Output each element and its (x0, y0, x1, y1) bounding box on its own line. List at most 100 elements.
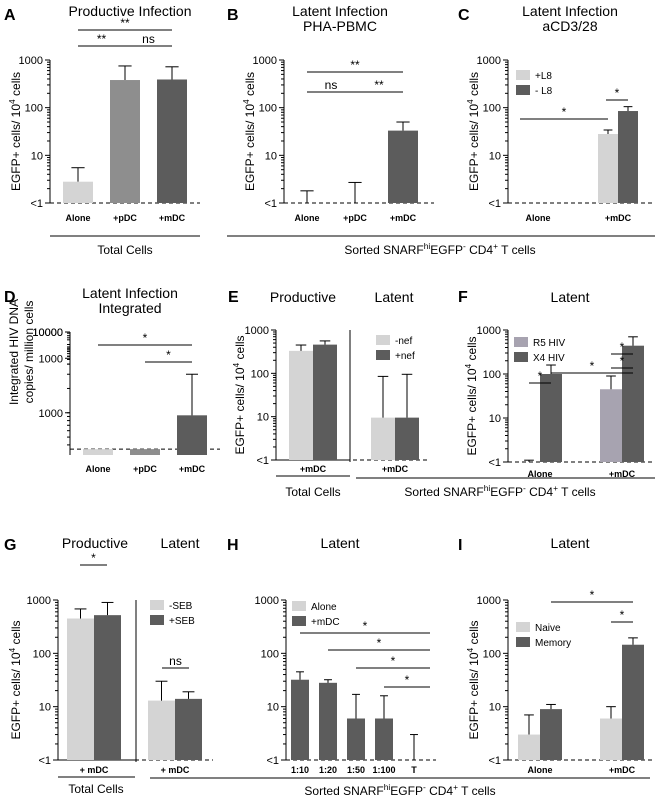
y-tick-label: 100 (483, 369, 501, 381)
legend-swatch (514, 337, 528, 347)
bar (130, 449, 160, 455)
y-axis-label-part: EGFP+ cells/ 10 (233, 367, 247, 454)
significance-label: * (143, 331, 148, 345)
y-axis-label-part: cells (465, 336, 479, 363)
y-axis-label-sup: 4 (241, 99, 251, 104)
x-tick-label: +pDC (133, 464, 157, 474)
x-tick-label: 1:100 (372, 765, 395, 775)
y-axis-label-sup: 4 (7, 647, 17, 652)
y-axis-label: Integrated HIV DNA (7, 299, 21, 405)
chart-title: Latent Infection (522, 3, 618, 19)
bar (67, 618, 94, 760)
legend-label: Naive (535, 623, 561, 634)
bar (157, 79, 187, 203)
significance-label: * (620, 354, 625, 368)
y-axis-label-part: cells (233, 335, 247, 362)
y-axis-label-part: cells (9, 72, 23, 99)
y-tick-label: 1000 (39, 353, 63, 365)
y-tick-label: 100 (25, 103, 43, 115)
group-label-part: Sorted SNARF (404, 485, 483, 499)
group-label-part: EGFP (430, 243, 463, 257)
y-tick-label: 100 (483, 103, 501, 115)
x-tick-label: 1:50 (347, 765, 365, 775)
legend-label: X4 HIV (533, 353, 565, 364)
x-tick-label: T (411, 765, 417, 775)
legend-label: +L8 (535, 71, 552, 82)
y-axis-label-part: EGFP+ cells/ 10 (9, 104, 23, 191)
legend-swatch (150, 600, 164, 610)
group-label-part: EGFP (390, 784, 423, 798)
y-axis-label-part: cells (467, 72, 481, 99)
significance-label: * (405, 673, 410, 687)
group-label-part: CD4 (466, 243, 494, 257)
y-axis-label: EGFP+ cells/ 104 cells (463, 336, 479, 455)
legend-label: -nef (395, 336, 412, 347)
significance-label: ** (97, 32, 107, 46)
x-tick-label: +mDC (390, 213, 417, 223)
significance-label: ** (120, 16, 130, 30)
x-tick-label: +mDC (609, 469, 636, 479)
bar (540, 374, 562, 462)
bar (313, 344, 337, 460)
y-axis-label-part: EGFP+ cells/ 10 (9, 652, 23, 739)
panel-letter: F (458, 289, 468, 306)
y-tick-label: 10 (489, 702, 501, 714)
x-tick-label: Alone (65, 213, 90, 223)
y-axis-label-part: cells (243, 72, 257, 99)
legend-label: +SEB (169, 616, 195, 627)
bar (518, 734, 540, 760)
y-axis-label-sup: 4 (463, 363, 473, 368)
x-tick-label: Alone (527, 469, 552, 479)
y-tick-label: 10 (489, 150, 501, 162)
y-axis-label-sup: 4 (231, 362, 241, 367)
group-label-sup: + (453, 782, 458, 792)
bar (63, 181, 93, 203)
chart-title: Integrated (98, 300, 161, 316)
x-tick-label: +mDC (159, 213, 186, 223)
y-tick-label: 100 (261, 648, 279, 660)
significance-label: ns (169, 654, 182, 668)
y-tick-label: 1000 (253, 55, 277, 67)
y-tick-label: 100 (483, 648, 501, 660)
panel-letter: I (458, 537, 462, 554)
y-axis-label: EGFP+ cells/ 104 cells (465, 620, 481, 739)
bar (83, 449, 113, 455)
bar (622, 644, 644, 760)
y-axis-label-sup: 4 (7, 99, 17, 104)
y-axis-label: copies/ million cells (22, 301, 36, 404)
significance-label: * (377, 636, 382, 650)
bar (395, 417, 419, 460)
x-tick-label: Alone (525, 213, 550, 223)
bar (618, 111, 638, 203)
legend-label: R5 HIV (533, 338, 566, 349)
bar (600, 718, 622, 760)
chart-title: Latent Infection (82, 285, 178, 301)
chart-title: Latent (375, 289, 414, 305)
x-tick-label: Alone (527, 765, 552, 775)
bar (319, 682, 337, 760)
bar (94, 615, 121, 760)
group-label-part: EGFP (490, 485, 523, 499)
group-label-sup: hi (424, 241, 431, 251)
group-label-sup: - (463, 241, 466, 251)
legend-label: Alone (311, 602, 337, 613)
chart-title: Latent Infection (292, 3, 388, 19)
bar (600, 389, 622, 462)
group-label-part: T cells (558, 485, 596, 499)
x-tick-label: +mDC (300, 464, 327, 474)
panel-letter: G (4, 537, 16, 554)
group-label-sup: + (493, 241, 498, 251)
bar (371, 417, 395, 460)
legend-label: Memory (535, 638, 571, 649)
group-label: Sorted SNARFhiEGFP- CD4+ T cells (404, 483, 595, 499)
chart-title: PHA-PBMC (303, 18, 377, 34)
y-tick-label: 10000 (32, 327, 63, 339)
x-tick-label: +mDC (605, 213, 632, 223)
y-axis-label-sup: 4 (465, 99, 475, 104)
group-label-part: T cells (458, 784, 496, 798)
y-tick-label: 1000 (245, 325, 269, 337)
panel-letter: C (458, 7, 470, 24)
legend-swatch (516, 85, 530, 95)
group-label-part: Sorted SNARF (304, 784, 383, 798)
y-tick-label: 100 (259, 103, 277, 115)
